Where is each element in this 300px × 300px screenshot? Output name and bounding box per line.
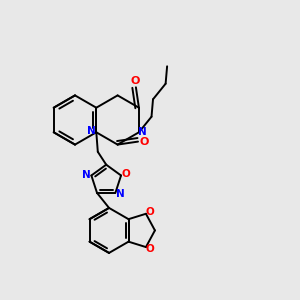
- Text: N: N: [87, 126, 96, 136]
- Text: O: O: [139, 136, 149, 147]
- Text: O: O: [146, 244, 154, 254]
- Text: O: O: [146, 207, 154, 217]
- Text: N: N: [82, 170, 91, 180]
- Text: O: O: [130, 76, 140, 86]
- Text: N: N: [137, 127, 146, 137]
- Text: N: N: [116, 189, 124, 199]
- Text: O: O: [122, 169, 130, 179]
